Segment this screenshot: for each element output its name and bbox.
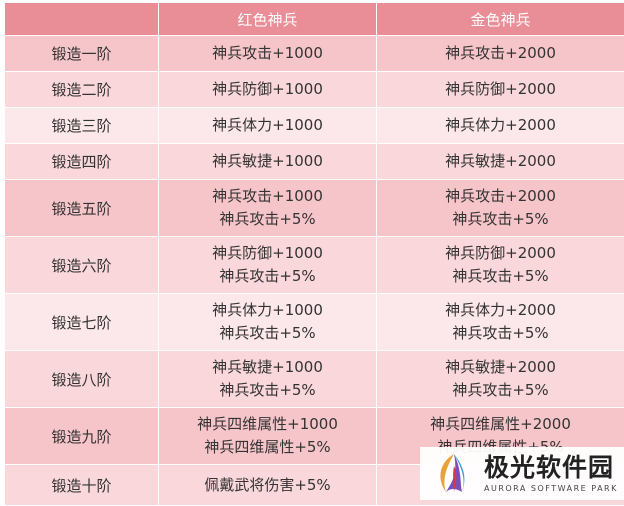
aurora-logo-icon: [432, 452, 476, 496]
watermark-name-en: AURORA SOFTWARE PARK: [484, 483, 618, 495]
header-red-weapon: 红色神兵: [159, 3, 377, 36]
stage-label: 锻造七阶: [5, 294, 159, 351]
gold-bonus-cell: 神兵敏捷+2000: [377, 144, 624, 180]
table-row: 锻造八阶 神兵敏捷+1000 神兵攻击+5% 神兵敏捷+2000 神兵攻击+5%: [5, 351, 624, 408]
red-bonus-line: 神兵体力+1000: [159, 299, 376, 322]
gold-bonus-line: 神兵攻击+5%: [377, 208, 624, 231]
header-stage: [5, 3, 159, 36]
gold-bonus-cell: 神兵体力+2000: [377, 108, 624, 144]
gold-bonus-cell: 神兵攻击+2000 神兵攻击+5%: [377, 180, 624, 237]
red-bonus-cell: 神兵攻击+1000 神兵攻击+5%: [159, 180, 377, 237]
table-row: 锻造七阶 神兵体力+1000 神兵攻击+5% 神兵体力+2000 神兵攻击+5%: [5, 294, 624, 351]
red-bonus-cell: 神兵四维属性+1000 神兵四维属性+5%: [159, 408, 377, 465]
stage-label: 锻造一阶: [5, 36, 159, 72]
stage-label: 锻造八阶: [5, 351, 159, 408]
stage-label: 锻造四阶: [5, 144, 159, 180]
stage-label: 锻造九阶: [5, 408, 159, 465]
red-bonus-line: 神兵体力+1000: [159, 114, 376, 137]
stage-label: 锻造六阶: [5, 237, 159, 294]
red-bonus-cell: 神兵防御+1000: [159, 72, 377, 108]
gold-bonus-line: 神兵敏捷+2000: [377, 150, 624, 173]
gold-bonus-line: 神兵攻击+5%: [377, 322, 624, 345]
gold-bonus-line: 神兵防御+2000: [377, 78, 624, 101]
gold-bonus-cell: 神兵体力+2000 神兵攻击+5%: [377, 294, 624, 351]
red-bonus-cell: 神兵敏捷+1000 神兵攻击+5%: [159, 351, 377, 408]
gold-bonus-line: 神兵体力+2000: [377, 114, 624, 137]
table-row: 锻造五阶 神兵攻击+1000 神兵攻击+5% 神兵攻击+2000 神兵攻击+5%: [5, 180, 624, 237]
stage-label: 锻造五阶: [5, 180, 159, 237]
comparison-table-container: 红色神兵 金色神兵 锻造一阶 神兵攻击+1000 神兵攻击+2000 锻造二阶 …: [4, 2, 624, 500]
gold-bonus-cell: 神兵防御+2000: [377, 72, 624, 108]
red-bonus-line: 神兵防御+1000: [159, 242, 376, 265]
red-bonus-cell: 神兵攻击+1000: [159, 36, 377, 72]
red-bonus-line: 神兵攻击+5%: [159, 322, 376, 345]
red-bonus-cell: 神兵体力+1000 神兵攻击+5%: [159, 294, 377, 351]
gold-bonus-line: 神兵体力+2000: [377, 299, 624, 322]
red-bonus-line: 神兵敏捷+1000: [159, 150, 376, 173]
table-row: 锻造四阶 神兵敏捷+1000 神兵敏捷+2000: [5, 144, 624, 180]
gold-bonus-cell: 神兵攻击+2000: [377, 36, 624, 72]
watermark-name-cn: 极光软件园: [484, 453, 618, 483]
red-bonus-line: 佩戴武将伤害+5%: [159, 474, 376, 497]
table-row: 锻造二阶 神兵防御+1000 神兵防御+2000: [5, 72, 624, 108]
table-row: 锻造三阶 神兵体力+1000 神兵体力+2000: [5, 108, 624, 144]
red-bonus-line: 神兵四维属性+1000: [159, 413, 376, 436]
red-bonus-line: 神兵防御+1000: [159, 78, 376, 101]
gold-bonus-line: 神兵攻击+2000: [377, 42, 624, 65]
header-gold-weapon: 金色神兵: [377, 3, 624, 36]
forging-comparison-table: 红色神兵 金色神兵 锻造一阶 神兵攻击+1000 神兵攻击+2000 锻造二阶 …: [4, 2, 624, 506]
gold-bonus-line: 神兵防御+2000: [377, 242, 624, 265]
red-bonus-line: 神兵攻击+1000: [159, 42, 376, 65]
gold-bonus-line: 神兵攻击+5%: [377, 265, 624, 288]
gold-bonus-line: 神兵敏捷+2000: [377, 356, 624, 379]
red-bonus-line: 神兵攻击+5%: [159, 208, 376, 231]
stage-label: 锻造二阶: [5, 72, 159, 108]
red-bonus-cell: 神兵体力+1000: [159, 108, 377, 144]
red-bonus-line: 神兵攻击+5%: [159, 265, 376, 288]
gold-bonus-cell: 神兵防御+2000 神兵攻击+5%: [377, 237, 624, 294]
red-bonus-line: 神兵敏捷+1000: [159, 356, 376, 379]
gold-bonus-line: 神兵四维属性+2000: [377, 413, 624, 436]
stage-label: 锻造十阶: [5, 465, 159, 506]
red-bonus-cell: 佩戴武将伤害+5%: [159, 465, 377, 506]
red-bonus-line: 神兵攻击+1000: [159, 185, 376, 208]
watermark-badge: 极光软件园 AURORA SOFTWARE PARK: [420, 447, 624, 500]
table-row: 锻造一阶 神兵攻击+1000 神兵攻击+2000: [5, 36, 624, 72]
stage-label: 锻造三阶: [5, 108, 159, 144]
watermark-text: 极光软件园 AURORA SOFTWARE PARK: [484, 453, 618, 495]
gold-bonus-line: 神兵攻击+2000: [377, 185, 624, 208]
red-bonus-line: 神兵四维属性+5%: [159, 436, 376, 459]
red-bonus-line: 神兵攻击+5%: [159, 379, 376, 402]
red-bonus-cell: 神兵防御+1000 神兵攻击+5%: [159, 237, 377, 294]
table-row: 锻造六阶 神兵防御+1000 神兵攻击+5% 神兵防御+2000 神兵攻击+5%: [5, 237, 624, 294]
gold-bonus-cell: 神兵敏捷+2000 神兵攻击+5%: [377, 351, 624, 408]
red-bonus-cell: 神兵敏捷+1000: [159, 144, 377, 180]
table-header-row: 红色神兵 金色神兵: [5, 3, 624, 36]
gold-bonus-line: 神兵攻击+5%: [377, 379, 624, 402]
